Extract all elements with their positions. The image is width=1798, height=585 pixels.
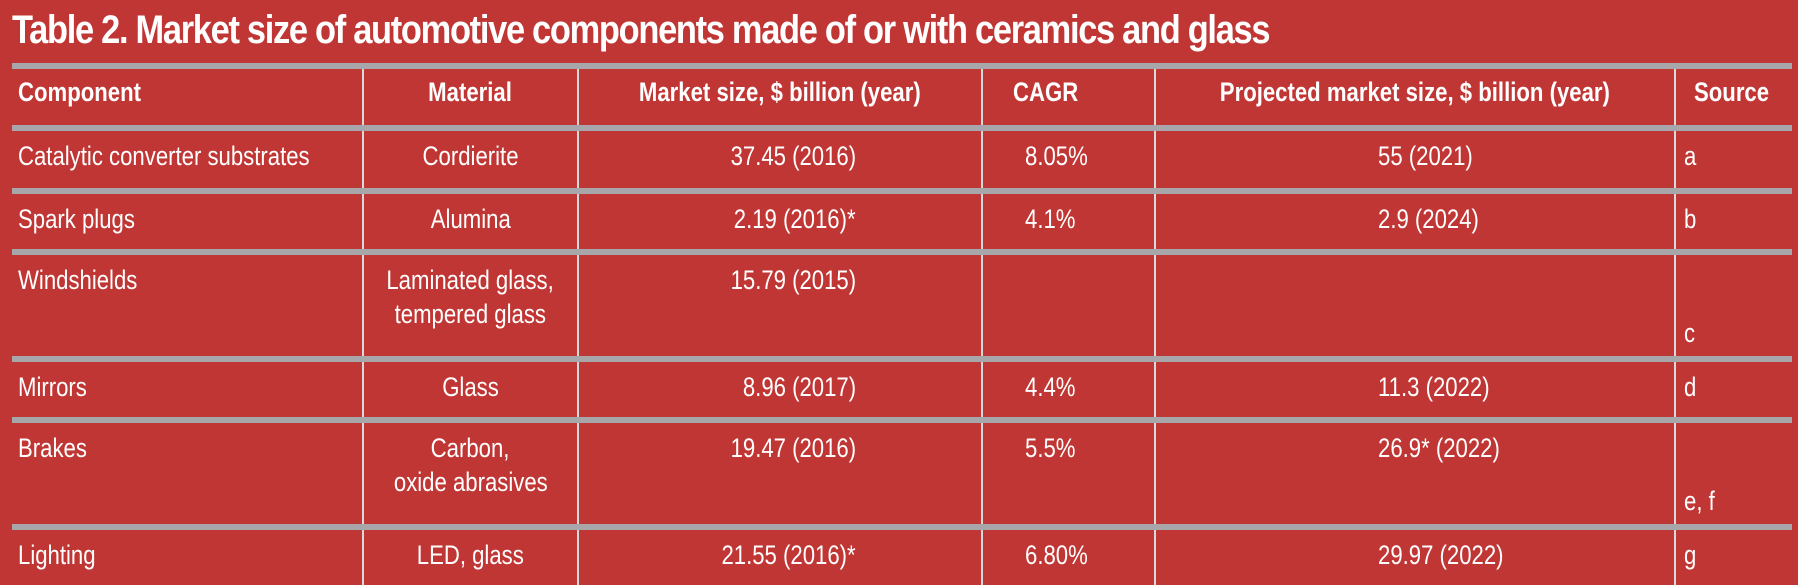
table-row: Spark plugs Alumina 2.19 (2016)* 4.1% 2.9 (2…	[12, 188, 1792, 252]
cell-market-size: 19.47 (2016)	[577, 417, 982, 527]
cell-projected: 55 (2021)	[1154, 125, 1675, 191]
header-cagr: CAGR	[981, 63, 1155, 128]
cell-component: Brakes	[12, 417, 363, 527]
cell-source: d	[1674, 356, 1792, 420]
header-market-size: Market size, $ billion (year)	[577, 63, 982, 128]
cell-material: Carbon, oxide abrasives	[362, 417, 578, 527]
cell-component: Lighting	[12, 524, 363, 585]
header-row: Component Material Market size, $ billio…	[12, 63, 1792, 128]
cell-market-size: 2.19 (2016)*	[577, 188, 982, 252]
table-row: Mirrors Glass 8.96 (2017) 4.4% 11.3 (2022) d	[12, 356, 1792, 420]
cell-material: LED, glass	[362, 524, 578, 585]
cell-source: b	[1674, 188, 1792, 252]
cell-source: e, f	[1674, 417, 1792, 527]
table-row: Windshields Laminated glass, tempered glas…	[12, 249, 1792, 359]
cell-material: Alumina	[362, 188, 578, 252]
cell-source: a	[1674, 125, 1792, 191]
cell-market-size: 37.45 (2016)	[577, 125, 982, 191]
cell-component: Catalytic converter substrates	[12, 125, 363, 191]
cell-projected: 26.9* (2022)	[1154, 417, 1675, 527]
market-size-table: Component Material Market size, $ billio…	[12, 63, 1792, 585]
cell-projected: 29.97 (2022)	[1154, 524, 1675, 585]
header-source: Source	[1674, 63, 1792, 128]
cell-cagr: 4.1%	[981, 188, 1155, 252]
cell-cagr	[981, 249, 1155, 359]
header-projected: Projected market size, $ billion (year)	[1154, 63, 1675, 128]
cell-cagr: 6.80%	[981, 524, 1155, 585]
header-material: Material	[362, 63, 578, 128]
cell-component: Mirrors	[12, 356, 363, 420]
cell-material: Laminated glass, tempered glass	[362, 249, 578, 359]
header-component: Component	[12, 63, 363, 128]
cell-material: Cordierite	[362, 125, 578, 191]
cell-market-size: 15.79 (2015)	[577, 249, 982, 359]
cell-material: Glass	[362, 356, 578, 420]
cell-projected: 11.3 (2022)	[1154, 356, 1675, 420]
cell-cagr: 5.5%	[981, 417, 1155, 527]
cell-cagr: 8.05%	[981, 125, 1155, 191]
cell-cagr: 4.4%	[981, 356, 1155, 420]
cell-market-size: 8.96 (2017)	[577, 356, 982, 420]
cell-component: Windshields	[12, 249, 363, 359]
table-row: Brakes Carbon, oxide abrasives 19.47 (2016)…	[12, 417, 1792, 527]
cell-projected: 2.9 (2024)	[1154, 188, 1675, 252]
cell-projected	[1154, 249, 1675, 359]
cell-component: Spark plugs	[12, 188, 363, 252]
table-title: Table 2. Market size of automotive compo…	[12, 8, 1271, 52]
table-row: Lighting LED, glass 21.55 (2016)* 6.80% 29.9…	[12, 524, 1792, 585]
cell-source: c	[1674, 249, 1792, 359]
table-row: Catalytic converter substrates Cordierite…	[12, 125, 1792, 191]
cell-market-size: 21.55 (2016)*	[577, 524, 982, 585]
cell-source: g	[1674, 524, 1792, 585]
